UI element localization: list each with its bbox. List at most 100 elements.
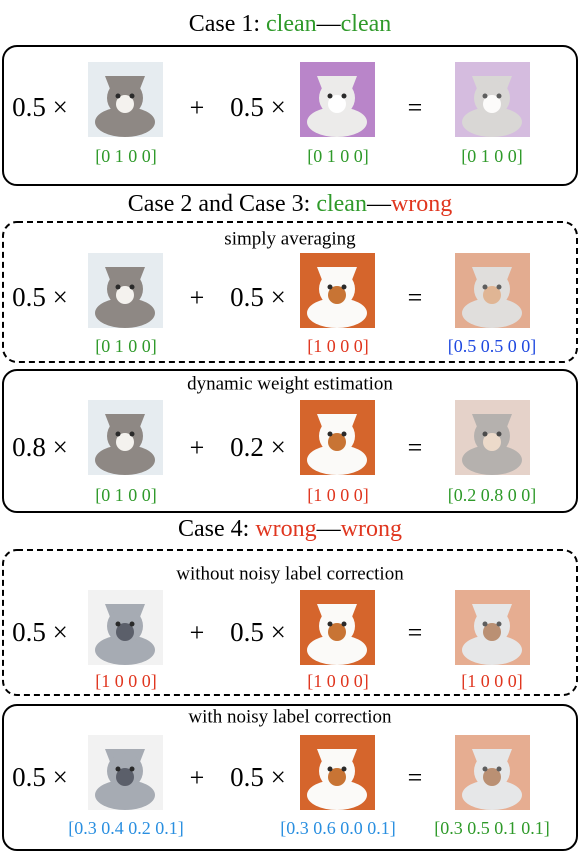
label-vector: [1 0 0 0] — [307, 485, 369, 505]
cat-eye — [115, 284, 121, 290]
result-label: [0.5 0.5 0 0] — [448, 336, 537, 356]
panel: dynamic weight estimation 0.8 × [0 1 0 0] 0… — [2, 369, 578, 513]
panel-subtitle: with noisy label correction — [188, 706, 392, 727]
heading-prefix: Case 2 and Case 3: — [128, 191, 311, 217]
cat-head — [474, 418, 510, 454]
cat-face — [483, 433, 501, 451]
label-vector: [0.3 0.6 0.0 0.1] — [280, 818, 396, 838]
coefficient: 0.5 × — [12, 762, 68, 792]
equals-sign: = — [408, 283, 423, 312]
cat-eye — [496, 284, 502, 290]
cat-eye — [129, 621, 135, 627]
coefficient: 0.5 × — [230, 92, 286, 122]
cat-image — [455, 735, 530, 810]
result-label: [0.2 0.8 0 0] — [448, 485, 537, 505]
plus-sign: + — [190, 433, 205, 462]
cat-body — [462, 445, 522, 475]
cat-eye — [482, 431, 488, 437]
cat-face — [328, 623, 346, 641]
cat-face — [483, 433, 501, 451]
cat-image — [455, 253, 530, 328]
heading-separator: — — [366, 191, 392, 217]
cat-eye — [327, 431, 333, 437]
coefficient: 0.5 × — [230, 282, 286, 312]
cat-body — [462, 635, 522, 665]
cat-eye — [496, 766, 502, 772]
plus-sign: + — [190, 283, 205, 312]
cat-eye — [482, 621, 488, 627]
cat-image — [300, 62, 375, 137]
cat-body — [462, 780, 522, 810]
cat-image — [88, 62, 163, 137]
heading-prefix: Case 4: — [178, 516, 249, 542]
cat-image — [88, 253, 163, 328]
heading-separator: — — [316, 11, 342, 37]
panel-frame — [2, 45, 578, 186]
cat-eye — [327, 621, 333, 627]
cat-image — [300, 735, 375, 810]
cat-eye — [482, 93, 488, 99]
cat-eye — [496, 431, 502, 437]
cat-eye — [327, 284, 333, 290]
cat-image — [455, 590, 530, 665]
cat-face — [116, 95, 134, 113]
cat-eye — [115, 766, 121, 772]
cat-eye — [341, 766, 347, 772]
coefficient: 0.5 × — [230, 617, 286, 647]
cat-eye — [341, 431, 347, 437]
cat-face — [483, 768, 501, 786]
cat-eye — [341, 284, 347, 290]
plus-sign: + — [190, 93, 205, 122]
cat-eye — [496, 431, 502, 437]
panel-frame — [2, 549, 578, 696]
cat-eye — [482, 766, 488, 772]
cat-face — [328, 433, 346, 451]
cat-image — [455, 400, 530, 475]
cat-image — [455, 400, 530, 475]
cat-face — [483, 286, 501, 304]
coefficient: 0.5 × — [12, 282, 68, 312]
panel-subtitle: dynamic weight estimation — [187, 373, 393, 394]
cat-eye — [129, 766, 135, 772]
label-vector: [0 1 0 0] — [307, 146, 369, 166]
cat-eye — [327, 766, 333, 772]
cat-eye — [129, 93, 135, 99]
panel: with noisy label correction 0.5 × [0.3 0.4… — [2, 704, 578, 851]
cat-eye — [129, 284, 135, 290]
label-vector: [0.3 0.4 0.2 0.1] — [68, 818, 184, 838]
heading-right: wrong — [341, 516, 402, 542]
cat-face — [116, 286, 134, 304]
cat-eye — [115, 431, 121, 437]
cat-body — [307, 107, 367, 137]
heading-separator: — — [316, 516, 342, 542]
heading-right: clean — [341, 11, 392, 37]
cat-body — [307, 780, 367, 810]
cat-body — [307, 298, 367, 328]
cat-face — [328, 95, 346, 113]
cat-face — [328, 768, 346, 786]
cat-face — [328, 286, 346, 304]
panel-frame — [2, 221, 578, 363]
panel-frame — [2, 704, 578, 851]
heading: Case 1: clean—clean — [189, 11, 392, 37]
cat-eye — [341, 621, 347, 627]
cat-eye — [115, 621, 121, 627]
cat-body — [462, 107, 522, 137]
heading-left: wrong — [255, 516, 316, 542]
cat-eye — [482, 284, 488, 290]
panel: 0.5 × [0 1 0 0] 0.5 × [0 1 0 0] + = [0 1 0 0] — [2, 45, 578, 186]
panel-subtitle: without noisy label correction — [176, 563, 404, 584]
equals-sign: = — [408, 93, 423, 122]
coefficient: 0.2 × — [230, 432, 286, 462]
coefficient: 0.5 × — [230, 762, 286, 792]
cat-image — [300, 400, 375, 475]
heading-left: clean — [316, 191, 367, 217]
panel-subtitle: simply averaging — [224, 228, 356, 249]
cat-image — [88, 400, 163, 475]
cat-eye — [482, 431, 488, 437]
plus-sign: + — [190, 763, 205, 792]
cat-face — [116, 623, 134, 641]
heading: Case 2 and Case 3: clean—wrong — [128, 191, 453, 217]
cat-face — [116, 433, 134, 451]
